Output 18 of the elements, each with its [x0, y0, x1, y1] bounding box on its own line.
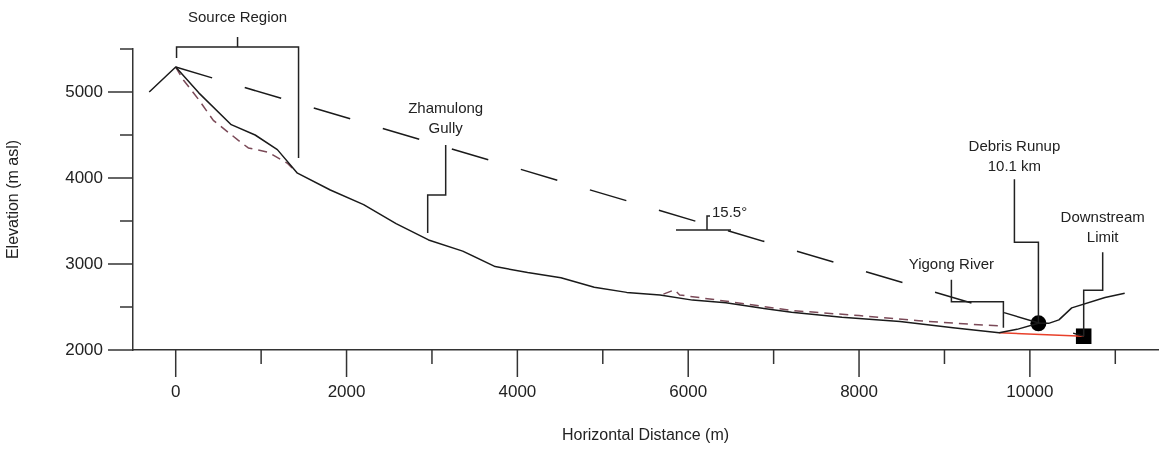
y-tick-label: 4000: [65, 167, 103, 187]
x-tick-label: 6000: [669, 381, 708, 401]
x-tick-label: 0: [170, 381, 181, 401]
y-tick-label: 2000: [65, 339, 103, 359]
annotation: Debris Runup 10.1 km: [968, 137, 1061, 175]
annotation: 15.5°: [712, 203, 748, 221]
x-tick-label: 2000: [327, 381, 366, 401]
annotation: Zhamulong Gully: [408, 99, 484, 137]
annotation: Downstream Limit: [1060, 208, 1145, 246]
y-tick-label: 3000: [65, 253, 103, 273]
annotation: Yigong River: [908, 254, 995, 272]
y-tick-label: 5000: [65, 81, 103, 101]
y-axis-title: Elevation (m asl): [4, 139, 22, 260]
x-axis-title: Horizontal Distance (m): [561, 425, 730, 443]
x-tick-label: 10000: [1006, 381, 1054, 401]
source-note: Source Region: [187, 8, 288, 26]
x-tick-label: 8000: [840, 381, 878, 401]
x-tick-label: 4000: [498, 381, 537, 401]
